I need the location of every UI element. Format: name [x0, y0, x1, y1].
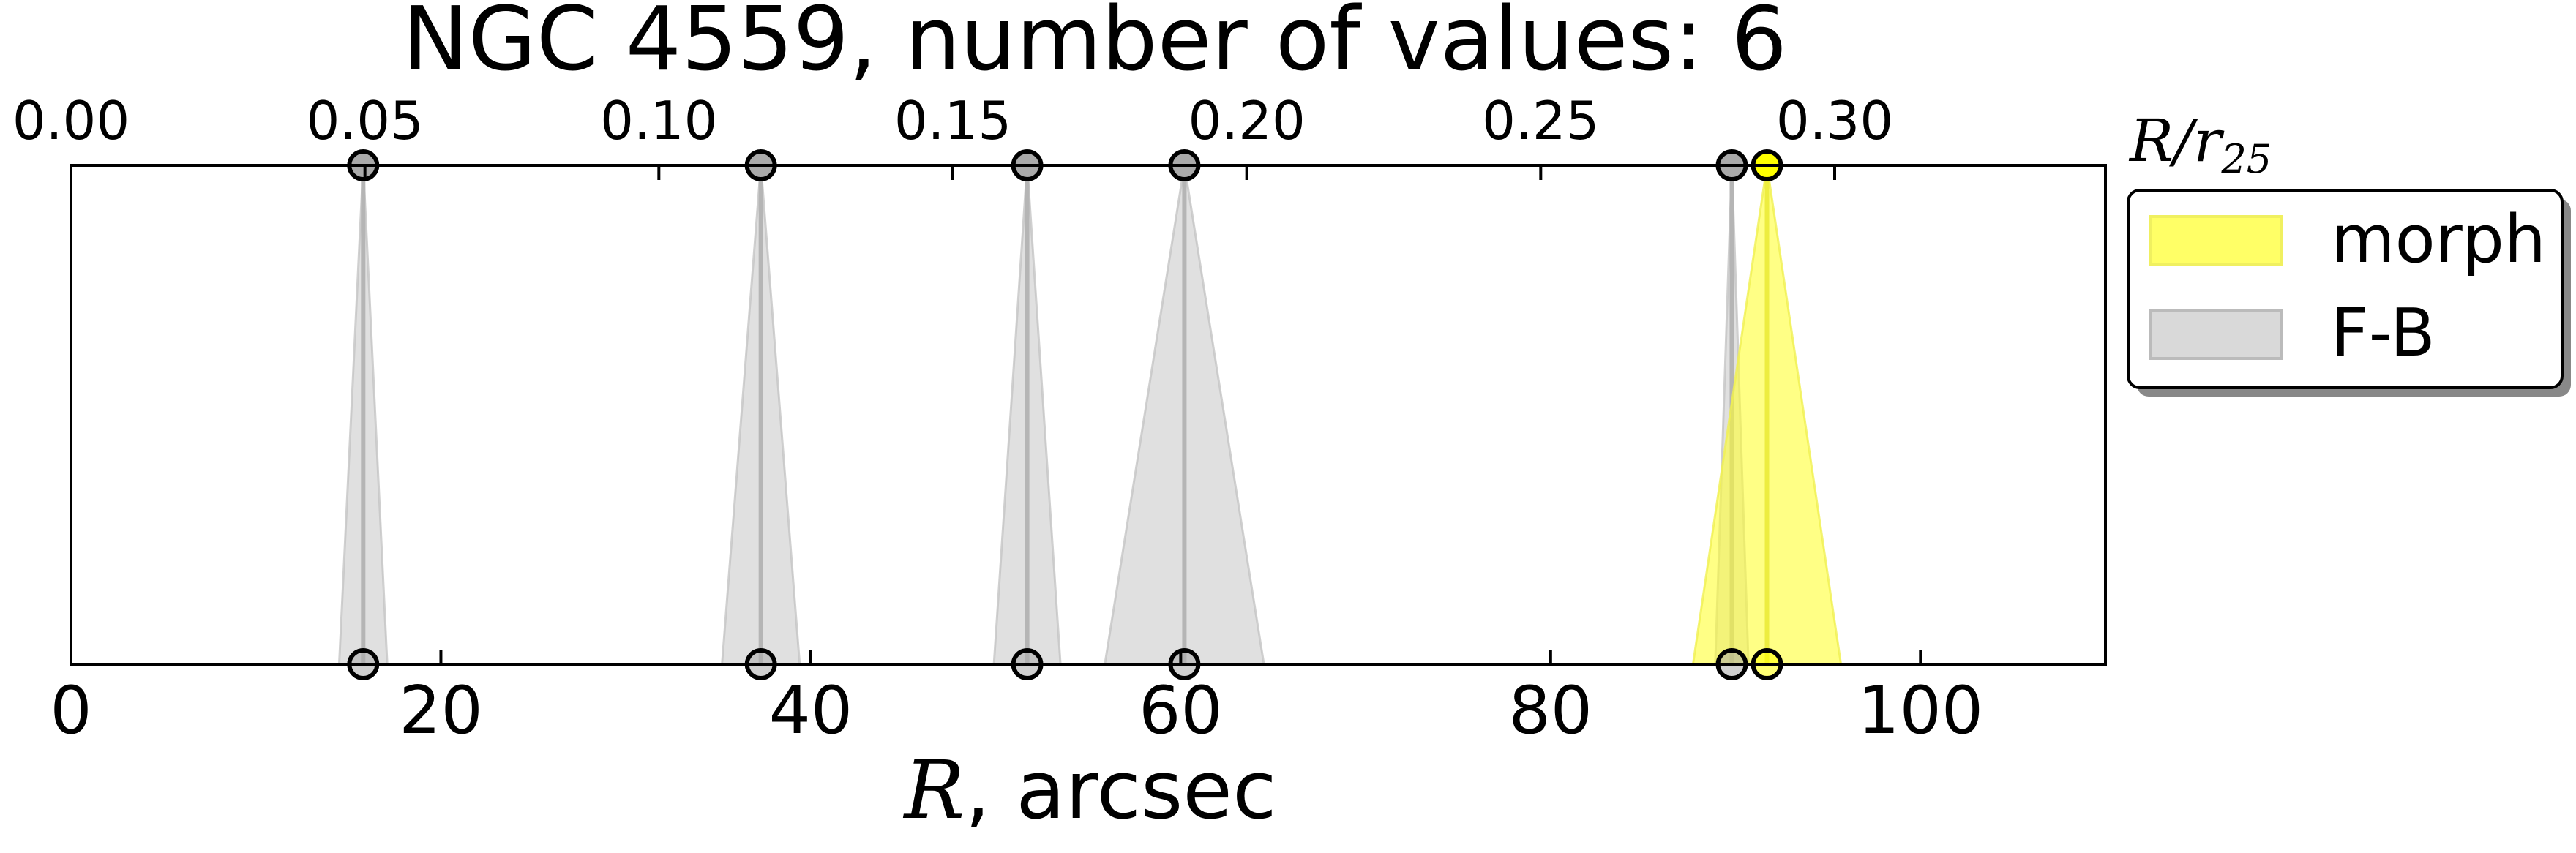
top-axis: 0.00 0.05 0.10 0.15 0.20 0.25 0.30 [12, 90, 1893, 180]
x-tick-label-1: 20 [399, 672, 483, 749]
top-tick-label-2: 0.10 [600, 90, 717, 151]
top-axis-label-main: R/r [2128, 107, 2225, 175]
legend-swatch-morph [2149, 215, 2283, 266]
top-tick-label-4: 0.20 [1188, 90, 1306, 151]
x-tick-label-2: 40 [769, 672, 853, 749]
x-tick-label-3: 60 [1139, 672, 1223, 749]
top-tick-label-6: 0.30 [1776, 90, 1893, 151]
top-tick-label-3: 0.15 [894, 90, 1011, 151]
legend-label-fb: F-B [2331, 295, 2435, 372]
chart-title: NGC 4559, number of values: 6 [402, 0, 1787, 91]
x-tick-label-4: 80 [1509, 672, 1593, 749]
top-tick-label-0: 0.00 [12, 90, 130, 151]
legend-swatch-fb [2149, 309, 2283, 360]
plot-frame [70, 164, 2107, 666]
x-axis-label-math: R [903, 743, 965, 837]
legend: morph F-B [2127, 189, 2571, 397]
x-axis-label-unit: , arcsec [965, 743, 1276, 837]
legend-label-morph: morph [2331, 201, 2546, 278]
top-axis-label-sub: 25 [2220, 136, 2272, 182]
bottom-axis: 0 20 40 60 80 100 [50, 650, 1983, 749]
top-axis-label: R/r25 [2128, 107, 2272, 182]
x-axis-label: R, arcsec [903, 743, 1277, 837]
top-tick-label-5: 0.25 [1482, 90, 1599, 151]
x-tick-label-0: 0 [50, 672, 91, 749]
x-tick-label-5: 100 [1857, 672, 1983, 749]
top-tick-label-1: 0.05 [307, 90, 424, 151]
